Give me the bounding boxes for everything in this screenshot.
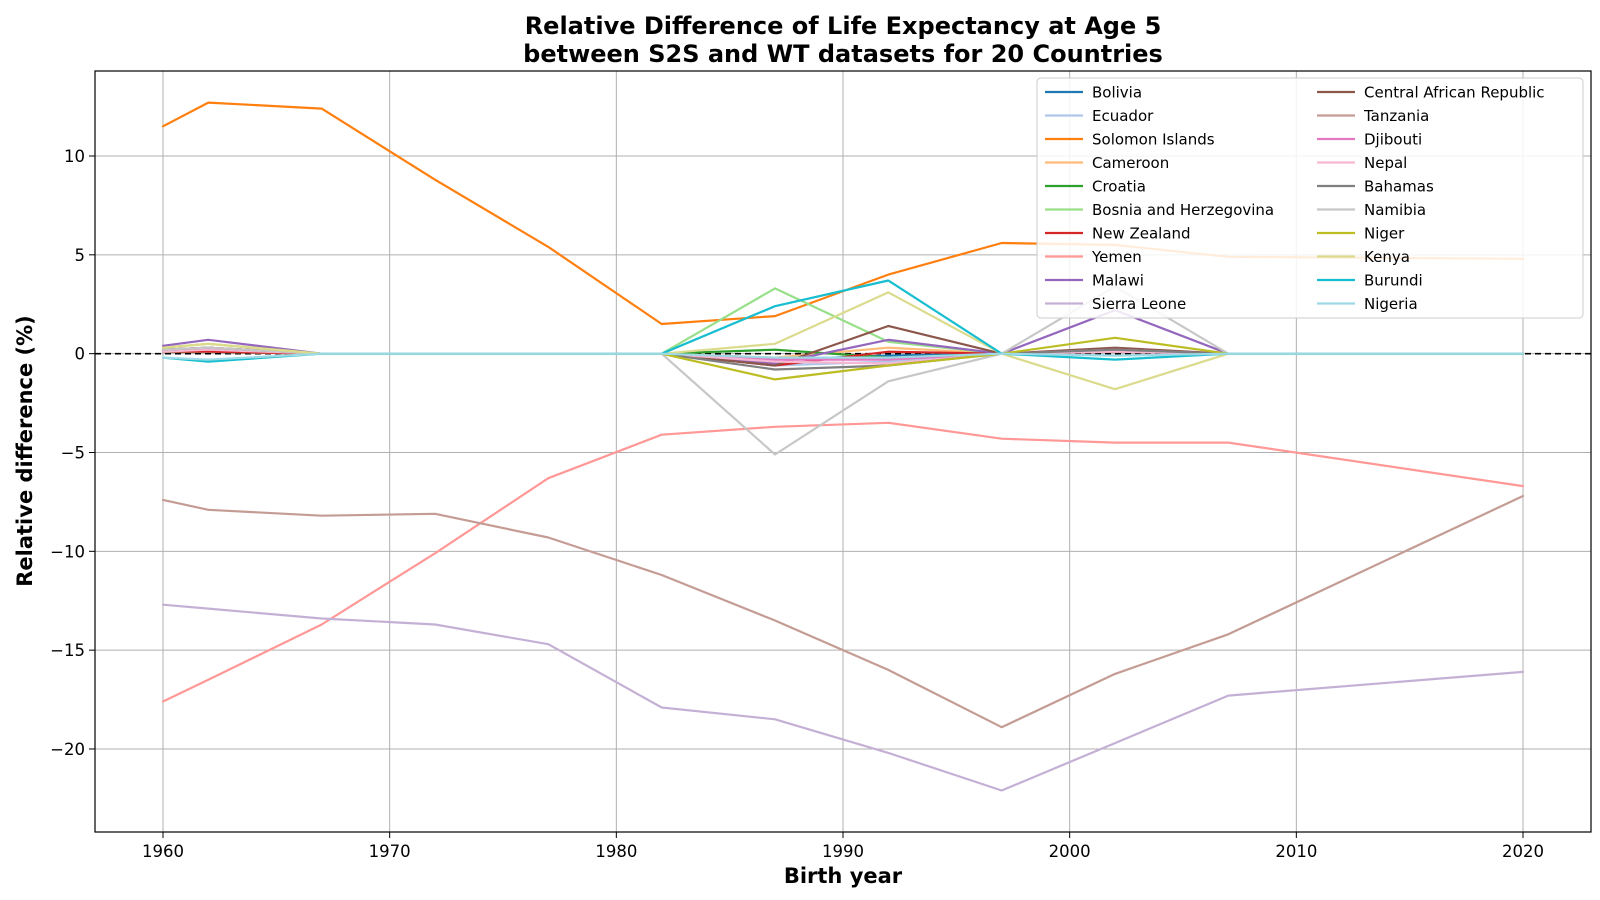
x-tick-label: 1980 [595,842,637,861]
legend-label-bahamas: Bahamas [1364,178,1434,196]
chart-title-line-1: Relative Difference of Life Expectancy a… [525,12,1162,40]
y-tick-label: −15 [50,641,85,660]
y-tick-label: −20 [50,740,85,759]
y-axis-label: Relative difference (%) [13,315,37,587]
x-axis-ticks: 1960 1970 1980 1990 2000 2010 2020 [142,832,1544,861]
series-line-nigeria [161,352,1525,361]
legend-label-bosnia-and-herzegovina: Bosnia and Herzegovina [1092,201,1274,219]
legend-label-niger: Niger [1364,225,1405,243]
series-line-kenya [161,291,1525,391]
legend-label-nigeria: Nigeria [1364,295,1418,313]
legend-label-burundi: Burundi [1364,272,1423,290]
legend-label-kenya: Kenya [1364,248,1410,266]
legend-label-nepal: Nepal [1364,154,1407,172]
y-tick-label: −10 [50,542,85,561]
legend-label-croatia: Croatia [1092,178,1146,196]
legend-label-malawi: Malawi [1092,272,1144,290]
chart-title-line-2: between S2S and WT datasets for 20 Count… [523,40,1163,68]
x-tick-label: 2010 [1275,842,1317,861]
legend-label-yemen: Yemen [1091,248,1142,266]
legend-label-namibia: Namibia [1364,201,1426,219]
x-tick-label: 2000 [1049,842,1091,861]
legend-label-djibouti: Djibouti [1364,131,1422,149]
y-tick-label: 5 [75,246,86,265]
legend-label-central-african-republic: Central African Republic [1364,84,1545,102]
series-line-tanzania [161,494,1525,729]
legend-label-tanzania: Tanzania [1363,107,1429,125]
legend-label-ecuador: Ecuador [1092,107,1154,125]
legend-label-solomon-islands: Solomon Islands [1092,131,1215,149]
legend: Bolivia Ecuador Solomon Islands Cameroon Cro… [1036,77,1584,319]
legend-label-cameroon: Cameroon [1092,154,1169,172]
series-line-sierra-leone [161,603,1525,792]
x-tick-label: 2020 [1502,842,1544,861]
x-axis-label: Birth year [784,864,903,888]
y-axis-ticks: −20 −15 −10 −5 0 5 10 [50,147,95,759]
legend-label-sierra-leone: Sierra Leone [1092,295,1186,313]
legend-box [1036,77,1584,319]
x-tick-label: 1970 [369,842,411,861]
y-tick-label: −5 [61,443,85,462]
series-line-yemen [161,421,1525,703]
legend-label-new-zealand: New Zealand [1092,225,1191,243]
x-tick-label: 1990 [822,842,864,861]
y-tick-label: 0 [75,345,86,364]
y-tick-label: 10 [64,147,85,166]
x-tick-label: 1960 [142,842,184,861]
legend-label-bolivia: Bolivia [1092,84,1142,102]
